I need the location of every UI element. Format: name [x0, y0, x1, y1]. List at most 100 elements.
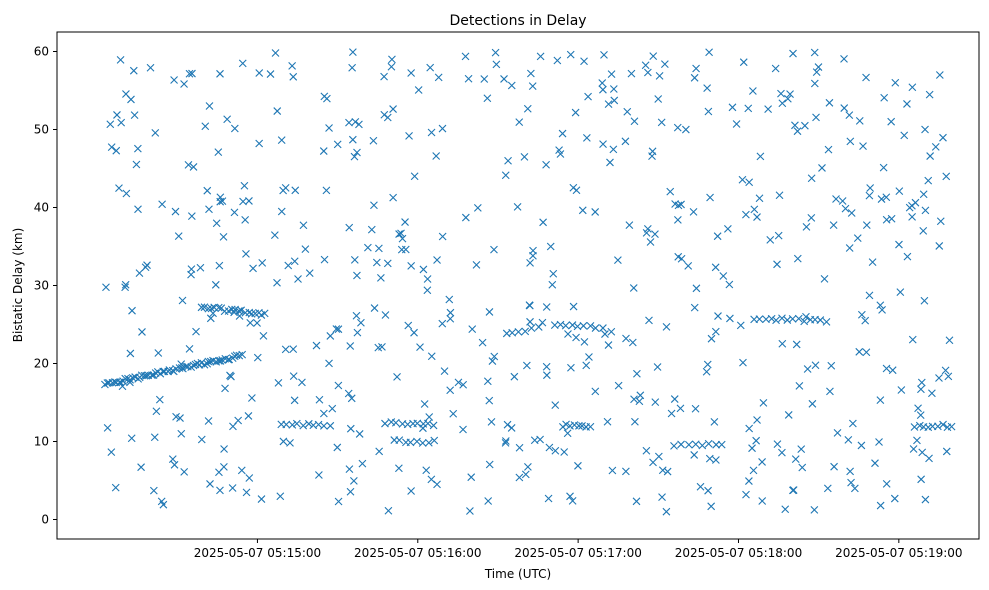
detection-point — [205, 102, 214, 110]
detection-point — [507, 424, 516, 432]
detection-point — [859, 142, 867, 150]
detection-point — [926, 152, 935, 160]
detection-point — [242, 249, 250, 258]
detection-point — [887, 117, 896, 126]
detection-point — [599, 85, 607, 94]
detection-point — [924, 176, 933, 185]
detection-point — [485, 396, 494, 405]
detection-point — [677, 200, 685, 209]
detection-point — [574, 461, 582, 470]
detection-point — [432, 152, 441, 160]
detection-point — [840, 104, 849, 112]
detection-point — [707, 502, 716, 511]
detection-point — [328, 404, 337, 413]
detection-point — [945, 336, 954, 345]
detection-point — [178, 296, 187, 305]
detection-point — [933, 422, 942, 431]
detection-point — [326, 421, 335, 430]
detection-point — [401, 245, 410, 254]
detection-point — [670, 395, 679, 403]
detection-point — [349, 477, 358, 485]
detection-point — [882, 193, 891, 202]
detection-point — [775, 191, 784, 200]
detection-point — [876, 396, 885, 405]
detection-point — [538, 318, 547, 327]
detection-point — [102, 283, 110, 292]
detection-point — [508, 328, 517, 337]
detection-point — [407, 487, 416, 495]
detection-point — [607, 327, 616, 336]
detection-point — [717, 440, 726, 449]
detection-point — [284, 261, 293, 270]
detection-point — [314, 471, 323, 479]
detection-point — [563, 429, 572, 438]
detection-point — [807, 174, 816, 183]
detection-point — [146, 63, 155, 72]
detection-point — [345, 223, 354, 232]
detection-point — [808, 399, 817, 408]
detection-point — [728, 103, 737, 112]
detection-point — [312, 341, 321, 350]
detection-point — [523, 104, 532, 113]
detection-point — [759, 398, 768, 407]
detection-point — [690, 451, 699, 459]
detection-point — [841, 204, 850, 213]
detection-point — [810, 506, 819, 514]
detection-point — [917, 385, 925, 394]
detection-point — [184, 160, 193, 169]
detection-point — [116, 378, 125, 387]
detection-point — [286, 438, 294, 447]
detection-point — [370, 304, 379, 312]
detection-point — [800, 317, 809, 326]
detection-point — [704, 486, 712, 495]
detection-point — [846, 467, 855, 476]
detection-point — [528, 82, 537, 91]
detection-point — [141, 263, 150, 272]
detection-point — [742, 490, 750, 499]
detection-point — [914, 404, 922, 413]
detection-point — [569, 183, 578, 192]
detection-point — [586, 322, 595, 330]
detection-point — [692, 64, 700, 73]
detection-point — [676, 404, 685, 413]
detection-point — [423, 275, 432, 283]
detection-point — [383, 259, 392, 268]
detection-point — [279, 437, 288, 446]
detection-point — [866, 184, 875, 192]
detection-point — [947, 422, 956, 431]
detection-point — [192, 327, 200, 336]
detection-point — [346, 342, 355, 350]
detection-point — [627, 69, 636, 78]
detection-point — [224, 355, 233, 364]
detection-point — [490, 245, 498, 254]
detection-point — [549, 269, 558, 278]
detection-point — [449, 409, 458, 418]
detection-point — [206, 314, 215, 323]
detection-point — [713, 232, 722, 241]
detection-point — [266, 70, 275, 78]
detection-point — [401, 218, 409, 226]
detection-point — [288, 61, 297, 70]
detection-point — [289, 345, 298, 354]
detection-point — [273, 278, 281, 287]
detection-point — [853, 234, 862, 243]
detection-point — [372, 258, 381, 267]
detection-point — [784, 411, 793, 419]
detection-point — [643, 68, 652, 77]
detection-point — [706, 193, 714, 202]
detection-point — [548, 280, 557, 289]
detection-point — [490, 352, 499, 361]
detection-point — [723, 224, 732, 233]
detection-point — [773, 440, 782, 449]
plot-area-frame — [56, 31, 980, 540]
detection-point — [305, 269, 314, 277]
detection-point — [128, 306, 136, 315]
detection-point — [641, 61, 650, 70]
detection-point — [187, 212, 196, 221]
detection-point — [414, 86, 423, 94]
detection-point — [333, 443, 342, 452]
detection-point — [393, 372, 401, 381]
x-tick-label: 2025-05-07 05:18:00 — [675, 546, 802, 560]
detection-point — [203, 186, 212, 195]
detection-point — [325, 359, 333, 368]
